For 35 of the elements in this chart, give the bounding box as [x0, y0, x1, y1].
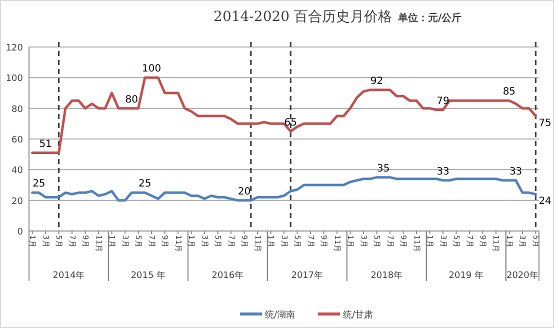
- y-tick-label: 20: [12, 196, 24, 207]
- line-series: [31, 76, 537, 154]
- y-tick-label: 120: [6, 44, 24, 54]
- data-label: 85: [502, 86, 516, 98]
- data-label: 51: [39, 138, 52, 150]
- data-label: 80: [125, 94, 138, 106]
- text: 2014年: [52, 270, 85, 281]
- y-tick-label: 0: [17, 228, 24, 238]
- chart-subtitle: 单位：元/公斤: [397, 12, 462, 24]
- data-label: 24: [538, 196, 552, 208]
- text: 2016年: [212, 270, 244, 281]
- chart-title: 2014-2020 百合历史月价格: [214, 9, 392, 25]
- data-label: 100: [142, 64, 162, 75]
- y-tick-label: 60: [12, 136, 24, 146]
- text: 2019 年: [448, 270, 484, 281]
- line-series: [31, 176, 537, 202]
- text: 2018年: [370, 270, 403, 281]
- legend-label: 统/甘肃: [343, 310, 374, 320]
- data-label: 75: [538, 118, 552, 129]
- y-tick-label: 40: [12, 166, 24, 176]
- data-label: 25: [138, 178, 152, 190]
- text: 2015 年: [130, 270, 166, 281]
- y-tick-label: 80: [12, 104, 24, 115]
- data-label: 20: [238, 186, 251, 198]
- data-label: 25: [32, 178, 46, 190]
- text: 2017年: [291, 270, 324, 281]
- data-label: 79: [436, 96, 450, 107]
- data-label: 33: [509, 166, 522, 178]
- y-tick-label: 100: [6, 74, 24, 84]
- data-label: 92: [370, 76, 384, 87]
- data-label: 65: [284, 117, 297, 128]
- legend-label: 统/湖南: [265, 310, 296, 320]
- data-label: 33: [436, 166, 450, 178]
- text: 2020年: [506, 270, 538, 281]
- data-label: 35: [376, 163, 390, 174]
